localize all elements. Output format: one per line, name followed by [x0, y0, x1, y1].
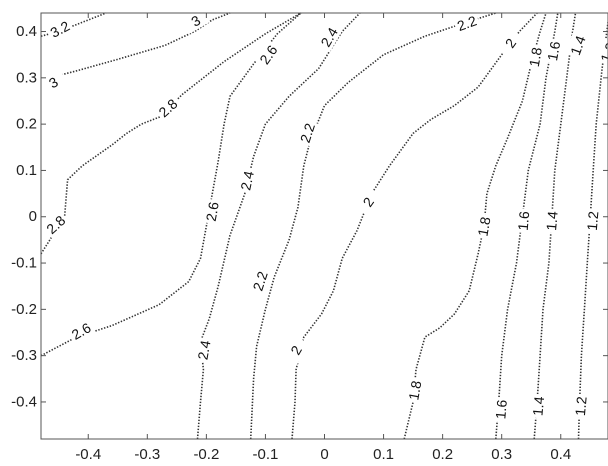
y-tick-label: -0.2 — [11, 301, 37, 318]
contour-label: 1.6 — [544, 40, 563, 62]
contour-label: 2.6 — [203, 200, 222, 222]
contour-label: 1.6 — [515, 210, 533, 231]
contour-line-2-2 — [249, 12, 497, 440]
contour-label: 2.6 — [256, 42, 280, 67]
x-tick-label: 0 — [320, 446, 328, 463]
x-tick-label: -0.2 — [193, 446, 219, 463]
contour-label: 1.2 — [572, 395, 590, 416]
contour-label: 1.2 — [597, 40, 608, 64]
contour-line-1-2 — [577, 22, 608, 440]
contour-label: 2.2 — [297, 121, 318, 145]
contour-label: 1.2 — [584, 210, 602, 231]
y-tick-label: 0.4 — [16, 23, 37, 40]
y-tick-label: 0 — [29, 208, 37, 225]
x-tick-label: -0.4 — [75, 446, 101, 463]
contour-line-2-8 — [40, 12, 302, 255]
x-tick-label: 0.1 — [373, 446, 394, 463]
contour-line-2-4 — [196, 12, 361, 440]
contour-label: 2.4 — [194, 339, 213, 361]
x-tick-label: 0.4 — [550, 446, 571, 463]
contour-label: 1.6 — [492, 399, 510, 420]
contour-line-2 — [291, 12, 538, 440]
y-tick-label: -0.3 — [11, 347, 37, 364]
contour-label: 1.8 — [405, 379, 424, 401]
y-tick-label: -0.1 — [11, 255, 37, 272]
contour-labels: 3.2332.82.82.62.62.62.42.42.42.22.22.222… — [38, 7, 608, 423]
contour-label: 1.8 — [526, 46, 545, 68]
contour-label: 2.4 — [237, 169, 257, 192]
y-tick-label: 0.2 — [16, 116, 37, 133]
contour-line-1-8 — [403, 12, 547, 440]
contour-label: 1.4 — [543, 210, 561, 231]
y-tick-label: 0.1 — [16, 162, 37, 179]
contour-label: 2.2 — [249, 269, 270, 293]
contour-line-2-6 — [40, 12, 302, 357]
x-tick-label: -0.3 — [134, 446, 160, 463]
contour-label: 1.8 — [474, 215, 493, 237]
contour-label: 1.4 — [567, 33, 589, 57]
x-tick-label: -0.1 — [253, 446, 279, 463]
contour-label: 2.8 — [43, 212, 68, 237]
y-tick-label: -0.4 — [11, 393, 37, 410]
x-axis: -0.4 -0.3 -0.2 -0.1 0 0.1 0.2 0.3 0.4 — [75, 13, 571, 463]
contour-line-3 — [40, 12, 231, 81]
x-tick-label: 0.3 — [491, 446, 512, 463]
y-tick-label: 0.3 — [16, 69, 37, 86]
contour-label: 2.2 — [455, 12, 479, 34]
x-tick-label: 0.2 — [432, 446, 453, 463]
contour-label: 1.4 — [529, 395, 547, 416]
y-axis: 0.4 0.3 0.2 0.1 0 -0.1 -0.2 -0.3 -0.4 — [11, 23, 608, 410]
